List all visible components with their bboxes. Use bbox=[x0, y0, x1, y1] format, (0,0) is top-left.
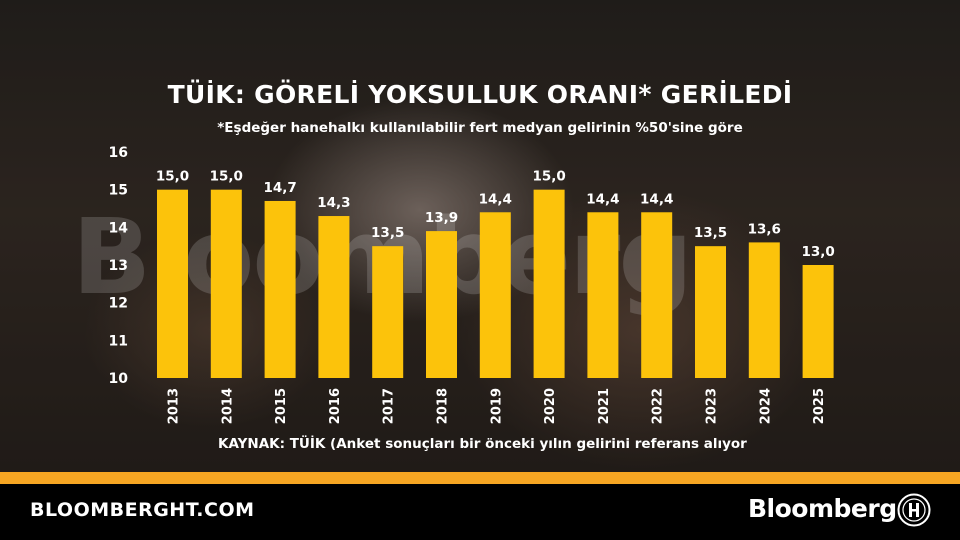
x-tick-label: 2015 bbox=[274, 388, 289, 424]
y-tick-label: 12 bbox=[109, 296, 128, 312]
bar bbox=[210, 189, 242, 378]
bar bbox=[802, 265, 834, 378]
bar-value-label: 14,7 bbox=[263, 180, 296, 196]
bar bbox=[533, 189, 565, 378]
x-tick-label: 2024 bbox=[758, 388, 773, 424]
x-tick-label: 2016 bbox=[328, 388, 343, 424]
bar-value-label: 15,0 bbox=[210, 169, 243, 185]
bar bbox=[695, 246, 726, 378]
y-tick-label: 16 bbox=[109, 145, 128, 161]
x-tick-label: 2023 bbox=[705, 388, 720, 424]
x-tick-label: 2018 bbox=[436, 388, 451, 424]
source-note: KAYNAK: TÜİK (Anket sonuçları bir önceki… bbox=[218, 436, 747, 452]
bar-value-label: 13,0 bbox=[801, 244, 834, 260]
accent-stripe bbox=[0, 472, 960, 484]
y-tick-label: 14 bbox=[109, 220, 129, 236]
bar-value-label: 14,4 bbox=[586, 191, 619, 207]
bar-series bbox=[157, 189, 834, 378]
x-tick-label: 2019 bbox=[489, 388, 504, 424]
y-tick-label: 11 bbox=[109, 333, 128, 349]
bar-value-label: 14,4 bbox=[479, 191, 512, 207]
footer-url-link[interactable]: BLOOMBERGHT.COM bbox=[30, 499, 255, 521]
bar bbox=[426, 231, 457, 378]
bar-value-label: 15,0 bbox=[156, 169, 189, 185]
x-tick-label: 2014 bbox=[220, 388, 235, 424]
bar bbox=[587, 212, 619, 378]
y-tick-label: 15 bbox=[109, 183, 128, 199]
bar bbox=[157, 189, 188, 378]
x-tick-label: 2017 bbox=[382, 388, 397, 424]
bar bbox=[318, 216, 350, 378]
value-labels: 15,0 15,0 14,7 14,3 13,5 13,9 14,4 15,0 14,4 14,4… bbox=[156, 169, 835, 260]
bar bbox=[264, 200, 296, 378]
x-tick-label: 2022 bbox=[651, 388, 666, 424]
bar bbox=[748, 242, 780, 378]
x-tick-label: 2021 bbox=[597, 388, 612, 424]
y-tick-label: 13 bbox=[109, 258, 128, 274]
y-tick-label: 10 bbox=[109, 371, 129, 387]
bar-value-label: 14,4 bbox=[640, 191, 673, 207]
bar bbox=[479, 212, 511, 378]
bar bbox=[372, 246, 404, 378]
bar bbox=[641, 212, 673, 378]
y-axis: 10 11 12 13 14 15 16 bbox=[109, 145, 129, 387]
x-tick-label: 2020 bbox=[543, 388, 558, 424]
chart-title: TÜİK: GÖRELİ YOKSULLUK ORANI* GERİLEDİ bbox=[167, 80, 793, 109]
bar-value-label: 13,6 bbox=[748, 221, 781, 237]
bloomberg-logo: Bloomberg bbox=[748, 494, 897, 523]
footer-bar: BLOOMBERGHT.COM Bloomberg bbox=[0, 484, 960, 540]
bar-value-label: 13,5 bbox=[371, 225, 404, 241]
x-tick-label: 2013 bbox=[167, 388, 182, 424]
bloomberg-ht-emblem-icon bbox=[897, 493, 931, 527]
bar-value-label: 14,3 bbox=[317, 195, 350, 211]
x-axis: 2013 2014 2015 2016 2017 2018 2019 2020 2021 2022… bbox=[167, 388, 828, 424]
chart-subtitle: *Eşdeğer hanehalkı kullanılabilir fert m… bbox=[217, 120, 743, 136]
bar-value-label: 15,0 bbox=[532, 169, 565, 185]
bar-value-label: 13,9 bbox=[425, 210, 458, 226]
x-tick-label: 2025 bbox=[812, 388, 827, 424]
bar-value-label: 13,5 bbox=[694, 225, 727, 241]
